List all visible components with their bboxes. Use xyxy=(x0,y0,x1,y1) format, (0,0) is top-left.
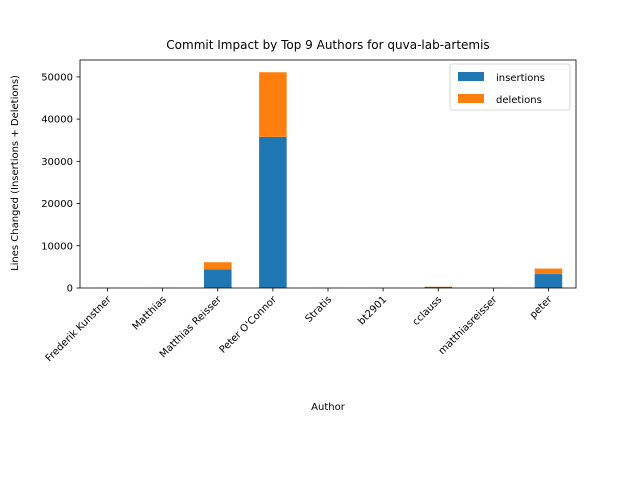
chart-title: Commit Impact by Top 9 Authors for quva-… xyxy=(166,38,489,52)
x-axis-label: Author xyxy=(311,402,346,413)
legend: insertions deletions xyxy=(449,63,571,111)
bar-deletions-8 xyxy=(534,268,563,275)
legend-label-deletions: deletions xyxy=(496,95,542,106)
y-tick-label-5: 50000 xyxy=(41,72,73,83)
x-tick-label-6: cclauss xyxy=(411,294,445,328)
bar-deletions-3 xyxy=(259,72,287,137)
bar-insertions-8 xyxy=(534,274,563,288)
bar-insertions-6 xyxy=(424,286,452,288)
x-tick-label-4: Stratis xyxy=(303,294,334,325)
bar-insertions-2 xyxy=(204,269,232,288)
y-ticks: 0 10000 20000 30000 40000 50000 xyxy=(41,72,80,295)
x-tick-label-3: Peter O'Connor xyxy=(218,294,280,356)
x-tick-label-0: Frederik Kunstner xyxy=(44,294,115,365)
y-tick-label-1: 10000 xyxy=(41,241,73,252)
bars xyxy=(93,72,563,288)
y-tick-label-4: 40000 xyxy=(41,115,73,126)
x-tick-label-5: bt2901 xyxy=(356,294,389,327)
x-tick-label-2: Matthias Reisser xyxy=(158,294,225,361)
bar-insertions-3 xyxy=(259,136,287,288)
y-axis-label: Lines Changed (Insertions + Deletions) xyxy=(10,75,21,271)
legend-swatch-insertions xyxy=(458,72,484,81)
x-tick-label-8: peter xyxy=(528,294,555,321)
y-tick-label-3: 30000 xyxy=(41,157,73,168)
y-tick-label-2: 20000 xyxy=(41,199,73,210)
x-tick-label-7: matthiasreisser xyxy=(437,294,500,357)
legend-label-insertions: insertions xyxy=(496,73,545,84)
bar-deletions-2 xyxy=(204,262,232,270)
y-tick-label-0: 0 xyxy=(67,284,73,295)
legend-swatch-deletions xyxy=(458,94,484,103)
x-tick-label-1: Matthias xyxy=(131,294,169,332)
